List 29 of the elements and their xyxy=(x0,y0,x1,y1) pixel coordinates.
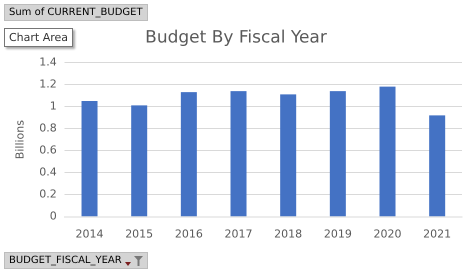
x-tick-label: 2016 xyxy=(174,227,203,240)
bar xyxy=(330,91,346,216)
bar xyxy=(230,91,247,216)
y-tick-label: 1.4 xyxy=(39,55,57,68)
y-tick-label: 0.8 xyxy=(39,121,57,134)
y-tick-label: 0.6 xyxy=(39,143,57,156)
bar xyxy=(429,115,446,216)
x-tick-label: 2017 xyxy=(224,227,253,240)
y-tick-label: 0.2 xyxy=(39,188,57,201)
x-tick-label: 2015 xyxy=(125,227,154,240)
text: Sum of CURRENT_BUDGET xyxy=(4,4,148,21)
text: BUDGET_FISCAL_YEAR xyxy=(9,255,122,266)
bar xyxy=(280,94,296,216)
x-tick-label: 2019 xyxy=(324,227,352,240)
bar xyxy=(180,92,197,216)
y-tick-label: 1 xyxy=(50,99,57,112)
x-tick-label: 2018 xyxy=(274,227,302,240)
text: Chart Area xyxy=(4,28,74,47)
bar xyxy=(82,101,98,216)
y-tick-label: 0 xyxy=(50,210,57,223)
x-tick-label: 2014 xyxy=(76,227,104,240)
chart-title: Budget By Fiscal Year xyxy=(145,28,327,48)
y-tick-label: 1.2 xyxy=(39,77,57,90)
y-tick-label: 0.4 xyxy=(39,166,57,179)
x-tick-label: 2020 xyxy=(374,227,402,240)
bar xyxy=(131,105,148,216)
bar xyxy=(380,86,396,216)
y-axis-title: Billions xyxy=(13,120,26,160)
x-tick-label: 2021 xyxy=(423,227,452,240)
